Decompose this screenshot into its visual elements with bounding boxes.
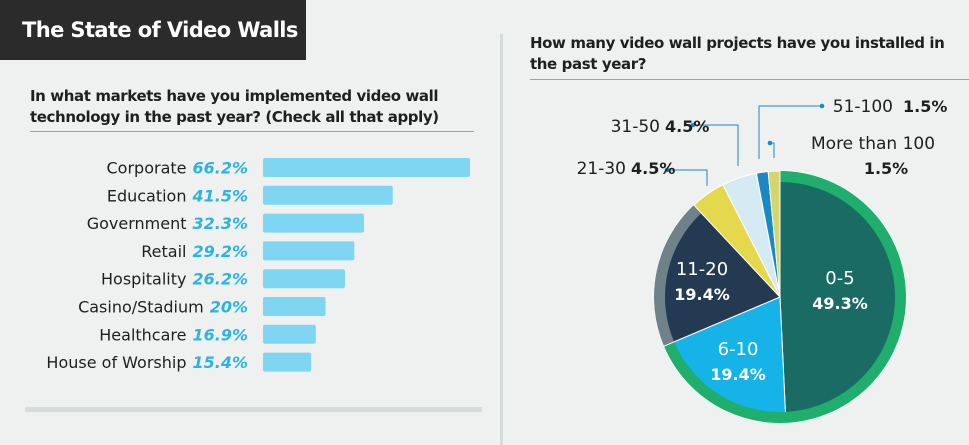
bar-value-label: 20% (210, 298, 248, 317)
pie-category-label: More than 100 (811, 134, 935, 154)
panel-divider (500, 34, 503, 445)
pie-callout-dot (767, 140, 773, 146)
bar-value-label: 32.3% (192, 214, 248, 233)
bar-house-of-worship (263, 352, 312, 372)
bar-value-label: 15.4% (192, 353, 248, 372)
bar-value-label: 26.2% (192, 270, 248, 289)
pie-callout-dot (819, 103, 825, 109)
bar-category-label: Education (107, 186, 187, 205)
pie-value-label: 1.5% (903, 97, 947, 116)
pie-category-label: 51-100 (833, 97, 893, 117)
bar-corporate (263, 158, 470, 177)
bottom-rule (25, 407, 482, 412)
bar-value-label: 16.9% (192, 325, 248, 344)
pie-value-label: 49.3% (812, 294, 868, 313)
bar-category-label: Hospitality (101, 270, 186, 289)
pie-value-label: 4.5% (665, 117, 709, 136)
bar-category-label: Corporate (107, 159, 187, 178)
pie-value-label: 19.4% (674, 285, 730, 304)
bar-chart-title: In what markets have you implemented vid… (30, 87, 439, 126)
bar-healthcare (263, 324, 316, 344)
bar-category-label: Government (87, 214, 187, 233)
bar-retail (263, 241, 355, 261)
bar-education (263, 185, 393, 205)
bar-title-rule (30, 131, 474, 132)
bar-government (263, 213, 364, 233)
page-title: The State of Video Walls (0, 0, 306, 60)
bar-value-label: 41.5% (191, 186, 248, 205)
bar-category-label: Retail (141, 242, 186, 261)
pie-title-rule (530, 79, 969, 80)
pie-callout-line (770, 142, 775, 158)
pie-callout-dot (690, 122, 696, 128)
pie-value-label: 19.4% (710, 365, 766, 384)
pie-category-label: 11-20 (676, 259, 728, 280)
pie-callout-dot (664, 167, 670, 173)
pie-outer-ring-segment (654, 205, 701, 346)
pie-category-label: 6-10 (718, 339, 759, 360)
bar-category-label: Healthcare (99, 325, 186, 344)
bar-casino-stadium (263, 297, 326, 316)
bar-value-label: 66.2% (192, 159, 248, 178)
pie-callout-line (667, 169, 708, 186)
pie-callout-line (758, 105, 822, 159)
pie-category-label: 21-30 (577, 159, 626, 179)
pie-category-label: 31-50 (611, 117, 660, 137)
bar-value-label: 29.2% (192, 242, 248, 261)
bar-category-label: Casino/Stadium (78, 298, 204, 317)
pie-category-label: 0-5 (825, 268, 854, 289)
pie-outer-ring (664, 171, 906, 423)
bar-hospitality (263, 269, 345, 289)
pie-slice-more-than-100 (767, 170, 781, 298)
pie-value-label: 4.5% (631, 159, 675, 178)
pie-value-label: 1.5% (864, 159, 908, 178)
pie-chart-title: How many video wall projects have you in… (530, 34, 945, 73)
bar-category-label: House of Worship (46, 353, 186, 372)
pie-callout-line (693, 124, 739, 166)
